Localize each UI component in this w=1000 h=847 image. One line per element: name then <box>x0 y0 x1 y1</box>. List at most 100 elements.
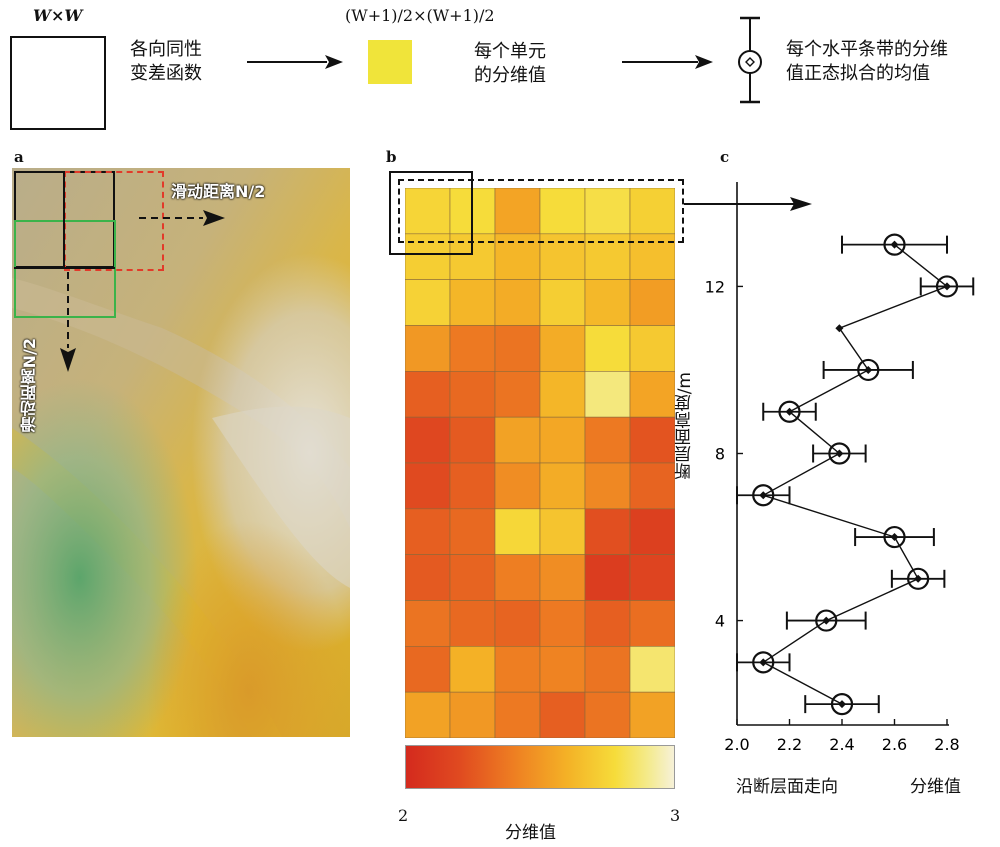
grid-cell <box>539 279 586 326</box>
colorbar-min-label: 2 <box>398 806 409 825</box>
grid-cell <box>494 554 541 601</box>
grid-cell <box>629 554 676 601</box>
grid-cell <box>449 508 496 555</box>
terrain-hillshade-map <box>12 168 350 737</box>
grid-cell <box>494 691 541 739</box>
x-tick-label: 2.4 <box>829 735 854 754</box>
data-point <box>864 365 873 374</box>
grid-cell <box>404 371 451 418</box>
grid-cell <box>584 325 631 372</box>
grid-cell <box>584 554 631 601</box>
grid-cell <box>629 691 676 739</box>
grid-cell <box>404 325 451 372</box>
mean-circle-marker <box>830 693 854 716</box>
grid-cell <box>584 691 631 739</box>
grid-cell <box>494 371 541 418</box>
arrow-right-icon <box>684 197 812 211</box>
grid-cell <box>584 600 631 647</box>
grid-cell <box>404 416 451 464</box>
grid-cell <box>449 691 496 739</box>
yellow-cell-swatch <box>368 40 412 84</box>
grid-cell <box>449 646 496 693</box>
data-point <box>914 574 923 583</box>
window-desc-line1: 各向同性 <box>130 39 202 60</box>
cell-desc-line1: 每个单元 <box>474 41 546 62</box>
grid-cell <box>584 187 631 235</box>
green-window-box <box>14 220 116 318</box>
grid-cell <box>629 325 676 372</box>
mean-circle-marker <box>778 400 801 423</box>
colorbar <box>405 745 675 789</box>
grid-cell <box>404 691 451 739</box>
grid-cell <box>629 371 676 418</box>
colorbar-title: 分维值 <box>505 823 556 843</box>
y-tick-label: 4 <box>715 612 725 631</box>
y-tick-label: 12 <box>705 277 725 296</box>
grid-cell <box>494 508 541 555</box>
grid-cell <box>539 187 586 235</box>
data-point <box>835 449 844 458</box>
grid-cell <box>539 462 586 510</box>
mean-circle-marker <box>857 358 880 382</box>
grid-cell <box>494 646 541 693</box>
grid-cell <box>404 279 451 326</box>
grid-cell <box>449 554 496 601</box>
data-point <box>890 240 899 249</box>
window-size-label: W×W <box>33 6 83 25</box>
grid-cell <box>539 325 586 372</box>
grid-cell <box>584 646 631 693</box>
grid-cell <box>449 371 496 418</box>
x-tick-label: 2.6 <box>882 735 907 754</box>
cell-description: 每个单元 的分维值 <box>474 40 546 88</box>
colorbar-max-label: 3 <box>670 806 681 825</box>
grid-cell <box>539 416 586 464</box>
slide-distance-horizontal-label: 滑动距离N/2 <box>171 182 266 201</box>
x-tick-label: 2.0 <box>724 735 749 754</box>
data-point <box>785 407 794 416</box>
mean-circle-marker <box>883 525 906 549</box>
panel-c-letter: c <box>720 148 730 166</box>
arrow-right-icon <box>622 55 713 69</box>
slide-distance-vertical-label: 滑动距离N/2 <box>20 338 39 433</box>
arrow-right-dashed-icon <box>139 210 225 226</box>
mean-circle-marker <box>907 567 930 590</box>
grid-cell <box>494 600 541 647</box>
grid-cell <box>404 646 451 693</box>
cell-desc-line2: 的分维值 <box>474 65 546 86</box>
mean-circle-marker <box>828 442 851 465</box>
grid-cell <box>404 508 451 555</box>
grid-cell <box>539 508 586 555</box>
grid-cell <box>629 279 676 326</box>
marker-errorbar-icon <box>738 16 762 104</box>
grid-cell <box>539 691 586 739</box>
grid-cell <box>629 508 676 555</box>
grid-cell <box>539 371 586 418</box>
data-point <box>759 658 768 667</box>
arrow-down-dashed-icon <box>60 272 76 372</box>
mean-circle-marker <box>815 609 838 632</box>
grid-cell <box>584 279 631 326</box>
grid-cell <box>584 462 631 510</box>
grid-cell <box>584 371 631 418</box>
fractal-profile-chart: 2.0 2.2 2.4 2.6 2.8 4 8 12 <box>705 182 975 754</box>
window-desc-line2: 变差函数 <box>130 63 202 84</box>
height-axis-label: 断层面高度/m <box>675 372 695 480</box>
mean-circle-marker <box>752 484 775 507</box>
strike-axis-label: 沿断层面走向 <box>736 777 838 797</box>
grid-cell <box>584 416 631 464</box>
mean-circle-marker <box>883 233 906 256</box>
panel-a-terrain-image: 滑动距离N/2 滑动距离N/2 <box>12 168 350 737</box>
window-square-icon <box>10 36 106 130</box>
grid-cell <box>449 462 496 510</box>
mean-circle-marker <box>752 651 775 674</box>
fractal-heatmap <box>404 187 676 739</box>
panel-b-letter: b <box>386 148 397 166</box>
grid-cell <box>494 279 541 326</box>
cell-size-label: (W+1)/2×(W+1)/2 <box>345 6 495 25</box>
window-description: 各向同性 变差函数 <box>130 38 202 86</box>
grid-cell <box>539 554 586 601</box>
arrow-right-icon <box>247 55 343 69</box>
grid-cell <box>629 646 676 693</box>
grid-cell <box>404 187 451 235</box>
data-point <box>835 324 844 333</box>
